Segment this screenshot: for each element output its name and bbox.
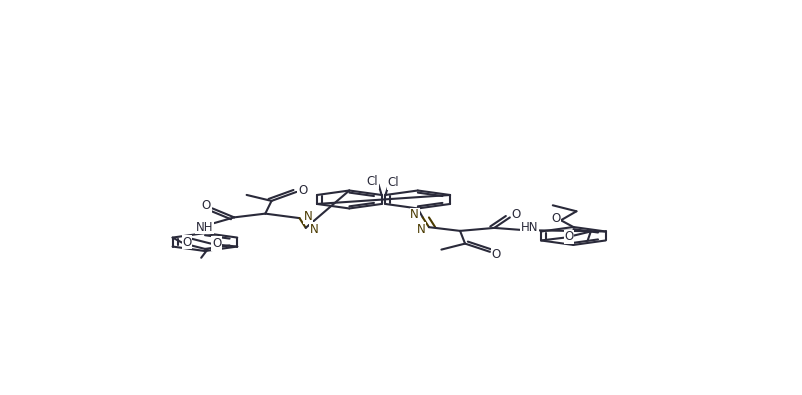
- Text: O: O: [511, 209, 520, 222]
- Text: O: O: [298, 184, 307, 197]
- Text: N: N: [303, 210, 312, 223]
- Text: N: N: [410, 209, 419, 222]
- Text: O: O: [212, 237, 221, 250]
- Text: O: O: [201, 199, 211, 213]
- Text: N: N: [310, 223, 318, 236]
- Text: N: N: [416, 223, 425, 236]
- Text: O: O: [182, 235, 192, 248]
- Text: NH: NH: [196, 221, 213, 234]
- Text: HN: HN: [520, 220, 537, 233]
- Text: Cl: Cl: [366, 175, 378, 188]
- Text: Cl: Cl: [387, 176, 399, 189]
- Text: O: O: [564, 230, 573, 243]
- Text: O: O: [491, 248, 500, 261]
- Text: O: O: [551, 212, 560, 225]
